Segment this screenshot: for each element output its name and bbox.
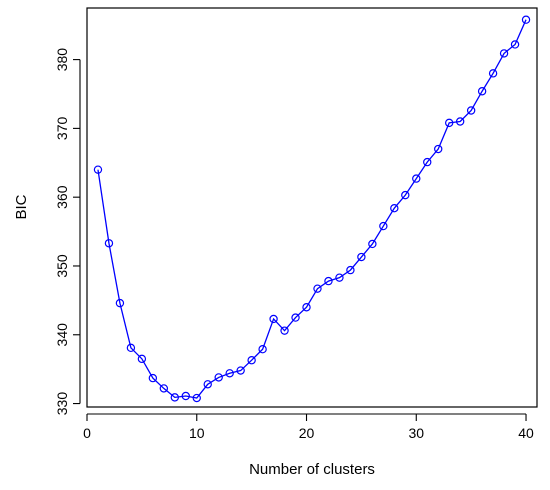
- data-point: [335, 273, 344, 282]
- data-point: [324, 276, 333, 286]
- x-tick-label: 40: [518, 425, 534, 441]
- data-point: [302, 303, 311, 312]
- y-tick-label: 380: [54, 48, 70, 72]
- data-point: [368, 239, 377, 249]
- data-point: [225, 369, 234, 378]
- data-point: [477, 87, 487, 96]
- data-point: [390, 203, 399, 213]
- data-point: [214, 373, 223, 382]
- data-point: [115, 298, 125, 308]
- data-point: [247, 356, 256, 365]
- data-point: [258, 345, 267, 354]
- data-point: [488, 69, 498, 78]
- plot-frame: [86, 7, 538, 408]
- data-point: [455, 117, 465, 126]
- data-point: [346, 265, 355, 275]
- data-point: [434, 144, 443, 154]
- data-point: [236, 366, 245, 375]
- data-point: [357, 252, 366, 262]
- series-line: [97, 19, 527, 399]
- y-tick-label: 370: [54, 116, 70, 140]
- data-point: [159, 384, 169, 393]
- data-point: [181, 391, 190, 401]
- x-tick-label: 30: [408, 425, 424, 441]
- data-point: [466, 106, 476, 115]
- y-tick-label: 330: [54, 392, 70, 416]
- data-point: [280, 326, 289, 335]
- data-point: [521, 15, 531, 24]
- data-point: [148, 373, 158, 383]
- data-point: [192, 393, 201, 403]
- data-point: [379, 221, 388, 231]
- data-point: [499, 49, 509, 58]
- y-tick-label: 360: [54, 185, 70, 209]
- data-point: [412, 174, 421, 183]
- x-axis: 0 10 20 30 40: [83, 413, 534, 441]
- data-point: [510, 40, 520, 49]
- data-point: [313, 284, 322, 293]
- data-point: [137, 354, 147, 364]
- data-point: [269, 314, 278, 324]
- data-point: [423, 157, 432, 167]
- data-point: [104, 239, 114, 248]
- data-point: [170, 393, 180, 402]
- data-point: [93, 165, 103, 174]
- data-point: [126, 343, 136, 353]
- x-tick-label: 0: [83, 425, 91, 441]
- y-axis: 330 340 350 360 370 380: [54, 48, 81, 416]
- series-layer: [93, 15, 531, 403]
- x-tick-label: 20: [299, 425, 315, 441]
- data-point: [401, 190, 410, 200]
- data-point: [291, 313, 300, 322]
- y-tick-label: 340: [54, 323, 70, 347]
- x-axis-label: Number of clusters: [249, 461, 375, 478]
- x-tick-label: 10: [189, 425, 205, 441]
- y-axis-label: BIC: [13, 194, 30, 219]
- data-point: [203, 380, 212, 389]
- data-point: [444, 118, 454, 128]
- y-tick-label: 350: [54, 254, 70, 278]
